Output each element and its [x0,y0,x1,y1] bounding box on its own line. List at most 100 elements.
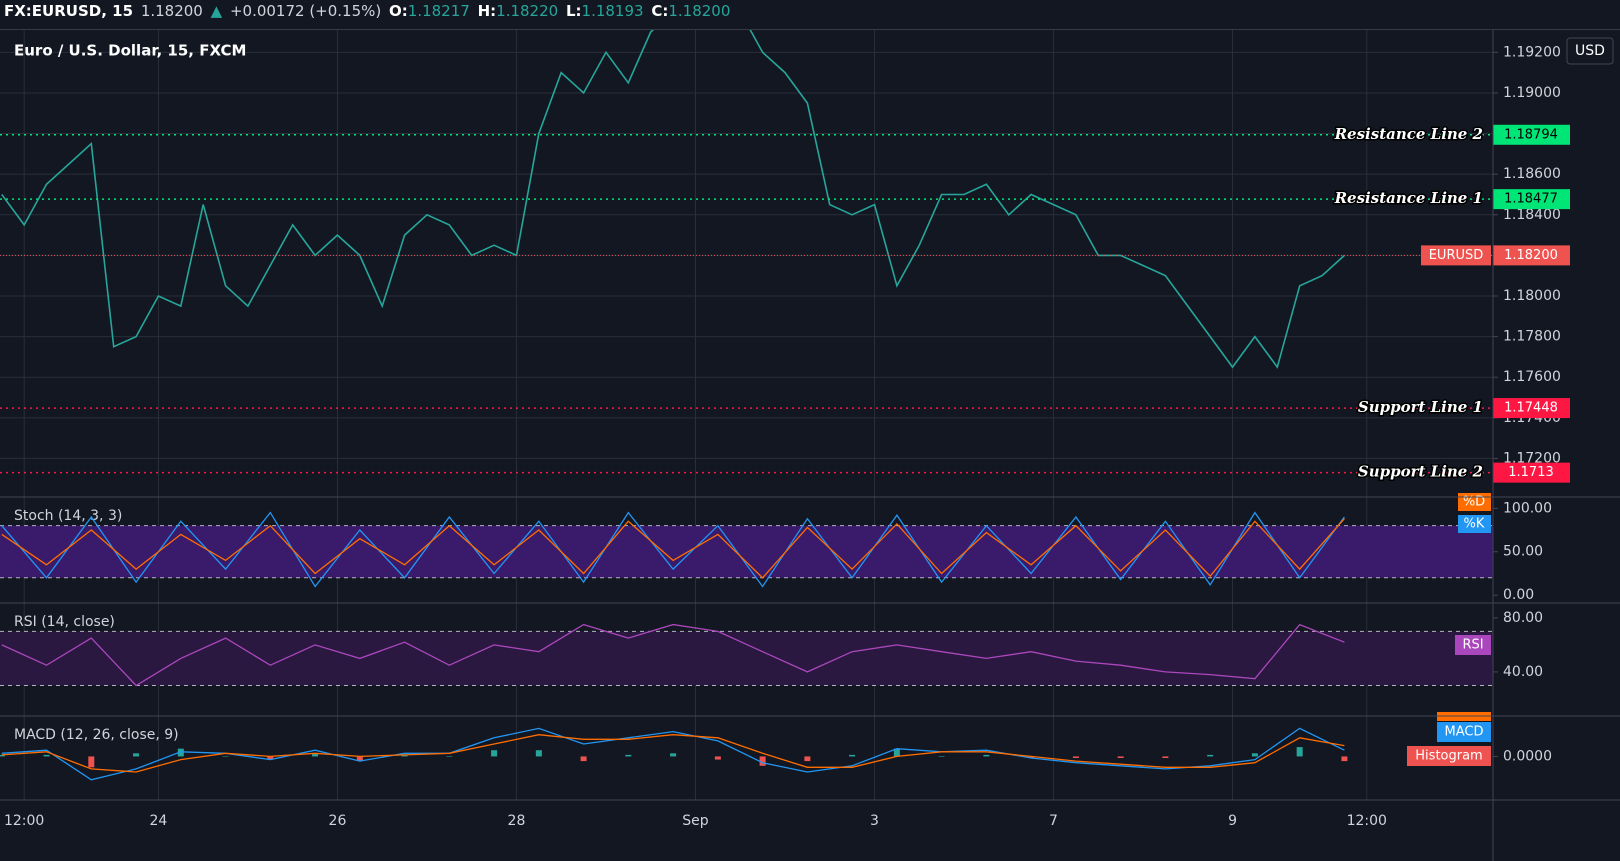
level-label: Resistance Line 1 [1334,189,1483,207]
y-tick-label: 1.18400 [1503,207,1561,223]
price: 1.18200 [140,2,203,20]
open-key: O: [389,2,408,20]
level-label: Support Line 1 [1358,398,1483,416]
panel-title: MACD (12, 26, close, 9) [14,727,179,743]
legend-tag [1458,515,1491,533]
close: 1.18200 [668,2,731,20]
histogram-bar [759,756,766,766]
high: 1.18220 [496,2,559,20]
legend-label: %D [1463,495,1485,510]
open: 1.18217 [407,2,470,20]
series-line [1,30,1345,369]
y-tick-label: 1.18000 [1503,288,1561,304]
level-tag [1493,189,1570,210]
close-key: C: [651,2,669,20]
histogram-bar [133,753,140,757]
last-name: EURUSD [1429,248,1484,263]
change: +0.00172 (+0.15%) [229,2,382,20]
histogram-bar [580,756,587,762]
legend-label: %K [1464,517,1485,532]
level-tag [1493,462,1570,483]
histogram-bar [1117,756,1124,758]
level-label: Resistance Line 2 [1334,125,1483,143]
histogram-bar [401,754,408,757]
histogram-bar [356,756,363,762]
level-tag [1493,124,1570,145]
x-tick-label: Sep [682,813,709,829]
legend-tag [1437,722,1491,742]
x-tick-label: 26 [329,813,347,829]
histogram-bar [1341,756,1348,762]
legend-tag [1455,635,1491,655]
histogram-bar [88,756,95,768]
header: FX:EURUSD, 15 1.18200 ▲ +0.00172 (+0.15%… [4,2,733,24]
legend-label: MACD [1445,725,1484,740]
y-tick-label: 0.00 [1503,587,1534,603]
y-tick-label: 40.00 [1503,664,1543,680]
histogram-bar [938,756,945,757]
histogram-bar [535,750,542,757]
series-line [1,518,1345,579]
low-key: L: [565,2,582,20]
histogram-bar [670,753,677,757]
y-tick-label: 0.0000 [1503,748,1552,764]
x-tick-label: 9 [1228,813,1237,829]
series-line [1,511,1345,588]
histogram-bar [312,753,319,757]
histogram-bar [714,756,721,760]
y-tick-label: 80.00 [1503,610,1543,626]
histogram-bar [804,756,811,762]
band-fill [0,631,1493,686]
legend-tag [1407,746,1491,766]
high-key: H: [477,2,497,20]
level-label: Support Line 2 [1358,463,1483,481]
level-tag [1493,398,1570,419]
x-tick-label: 12:00 [4,813,44,829]
plot-layer: 12:00242628Sep37912:001.172001.174001.17… [0,30,1570,829]
x-tick-label: 7 [1049,813,1058,829]
y-tick-label: 1.17200 [1503,450,1561,466]
y-tick-label: 100.00 [1503,500,1552,516]
histogram-bar [0,754,5,757]
level-value: 1.1713 [1508,465,1554,480]
legend-label: Histogram [1415,749,1482,764]
panel-title: Stoch (14, 3, 3) [14,508,122,524]
panel-title: RSI (14, close) [14,614,115,630]
histogram-bar [177,748,184,757]
histogram-bar [491,750,498,757]
y-tick-label: 1.19000 [1503,85,1561,101]
symbol: FX:EURUSD, 15 [4,2,134,20]
y-tick-label: 50.00 [1503,544,1543,560]
histogram-bar [983,754,990,757]
series-line [1,734,1345,773]
histogram-bar [1207,754,1214,757]
y-tick-label: 1.19200 [1503,44,1561,60]
histogram-bar [1162,756,1169,758]
x-tick-label: 3 [870,813,879,829]
y-tick-label: 1.17800 [1503,329,1561,345]
x-tick-label: 24 [150,813,168,829]
x-tick-label: 28 [508,813,526,829]
histogram-bar [267,756,274,760]
histogram-bar [1296,747,1303,757]
x-tick-label: 12:00 [1347,813,1387,829]
histogram-bar [849,754,856,757]
last-price-tag [1493,245,1570,266]
last-name-tag [1421,245,1491,266]
histogram-bar [1251,753,1258,757]
chart-title: Euro / U.S. Dollar, 15, FXCM [14,42,246,60]
y-tick-label: 1.17600 [1503,369,1561,385]
currency-button[interactable] [1566,37,1614,65]
histogram-bar [893,748,900,757]
low: 1.18193 [581,2,644,20]
legend-label: RSI [1462,638,1483,653]
last-price: 1.18200 [1504,248,1558,263]
histogram-bar [1072,756,1079,758]
series-line [1,623,1345,687]
level-value: 1.18794 [1504,127,1558,142]
histogram-bar [222,756,229,757]
histogram-bar [43,754,50,757]
currency-label[interactable]: USD [1575,43,1605,59]
histogram-bar [1028,756,1035,758]
